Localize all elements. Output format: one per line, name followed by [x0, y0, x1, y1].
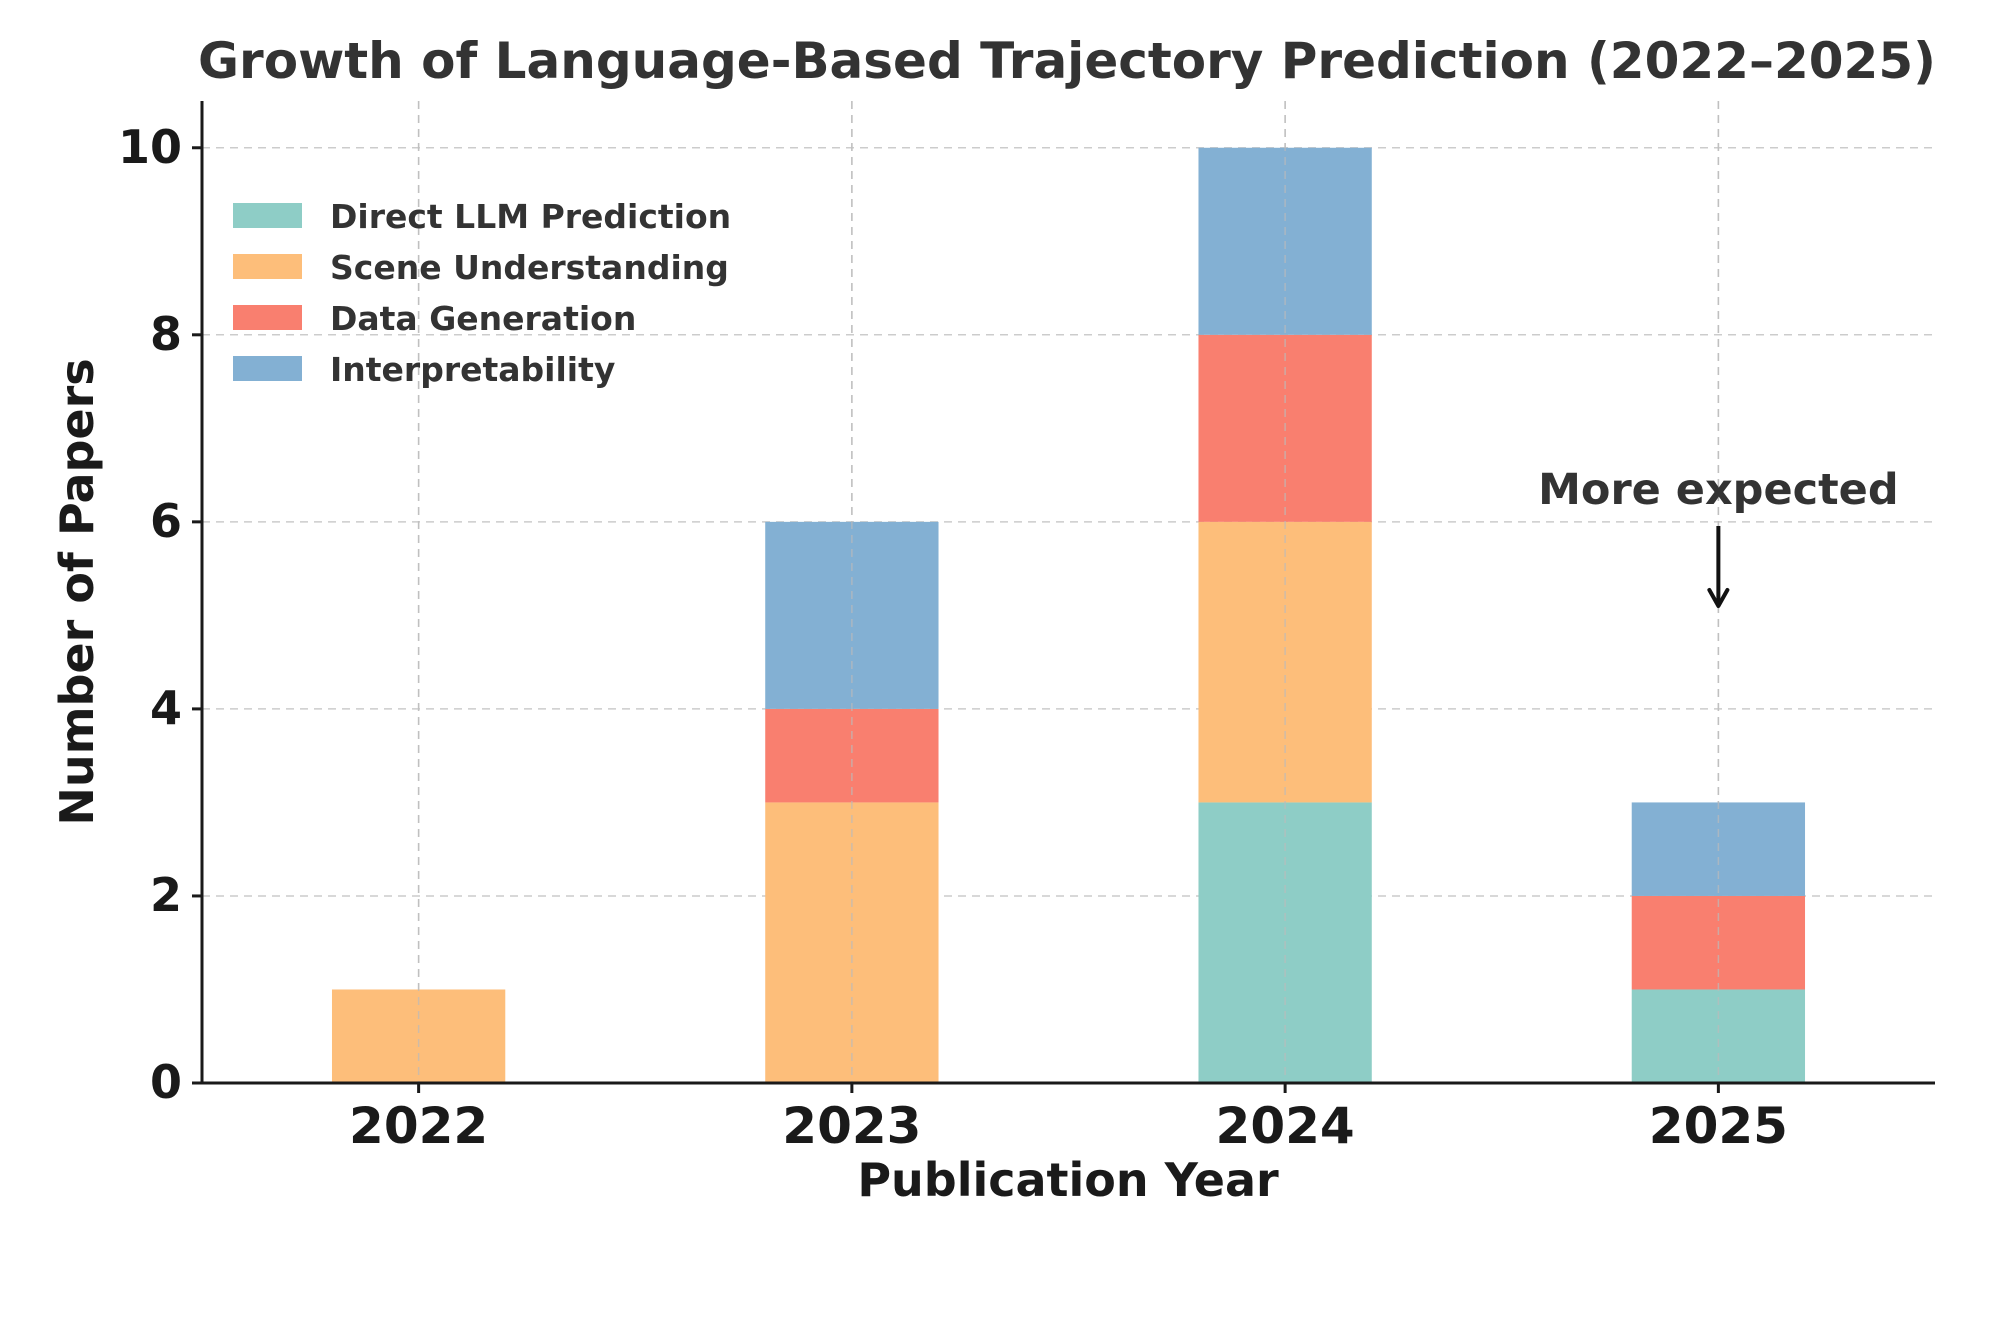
y-tick-label: 10 — [118, 120, 182, 174]
x-tick-label: 2025 — [1649, 1097, 1788, 1155]
annotation-text: More expected — [1538, 465, 1899, 515]
y-tick-label: 0 — [150, 1055, 182, 1109]
legend-label: Data Generation — [330, 299, 636, 338]
legend-swatch — [233, 356, 302, 381]
y-tick-label: 6 — [150, 494, 182, 548]
bars — [331, 101, 1806, 1083]
legend-label: Interpretability — [330, 350, 615, 389]
x-axis-label: Publication Year — [857, 1153, 1279, 1207]
y-ticks: 0 2 4 6 8 10 — [118, 120, 202, 1109]
x-tick-label: 2024 — [1216, 1097, 1355, 1155]
legend-swatch — [233, 203, 302, 228]
y-axis-label: Number of Papers — [50, 358, 104, 825]
axes — [200, 101, 1935, 1085]
annotation: More expected — [1538, 465, 1899, 609]
x-ticks: 2022 2023 2024 2025 — [349, 1083, 1788, 1155]
y-tick-label: 8 — [150, 307, 182, 361]
legend-swatch — [233, 254, 302, 279]
y-tick-label: 4 — [150, 681, 182, 735]
x-tick-label: 2022 — [349, 1097, 488, 1155]
x-tick-label: 2023 — [782, 1097, 921, 1155]
legend: Direct LLM Prediction Scene Understanding… — [233, 197, 731, 389]
legend-label: Direct LLM Prediction — [330, 197, 731, 236]
y-tick-label: 2 — [150, 868, 182, 922]
annotation-arrowhead — [1707, 588, 1730, 609]
chart-title: Growth of Language-Based Trajectory Pred… — [198, 32, 1936, 90]
legend-swatch — [233, 305, 302, 330]
legend-label: Scene Understanding — [330, 248, 729, 287]
